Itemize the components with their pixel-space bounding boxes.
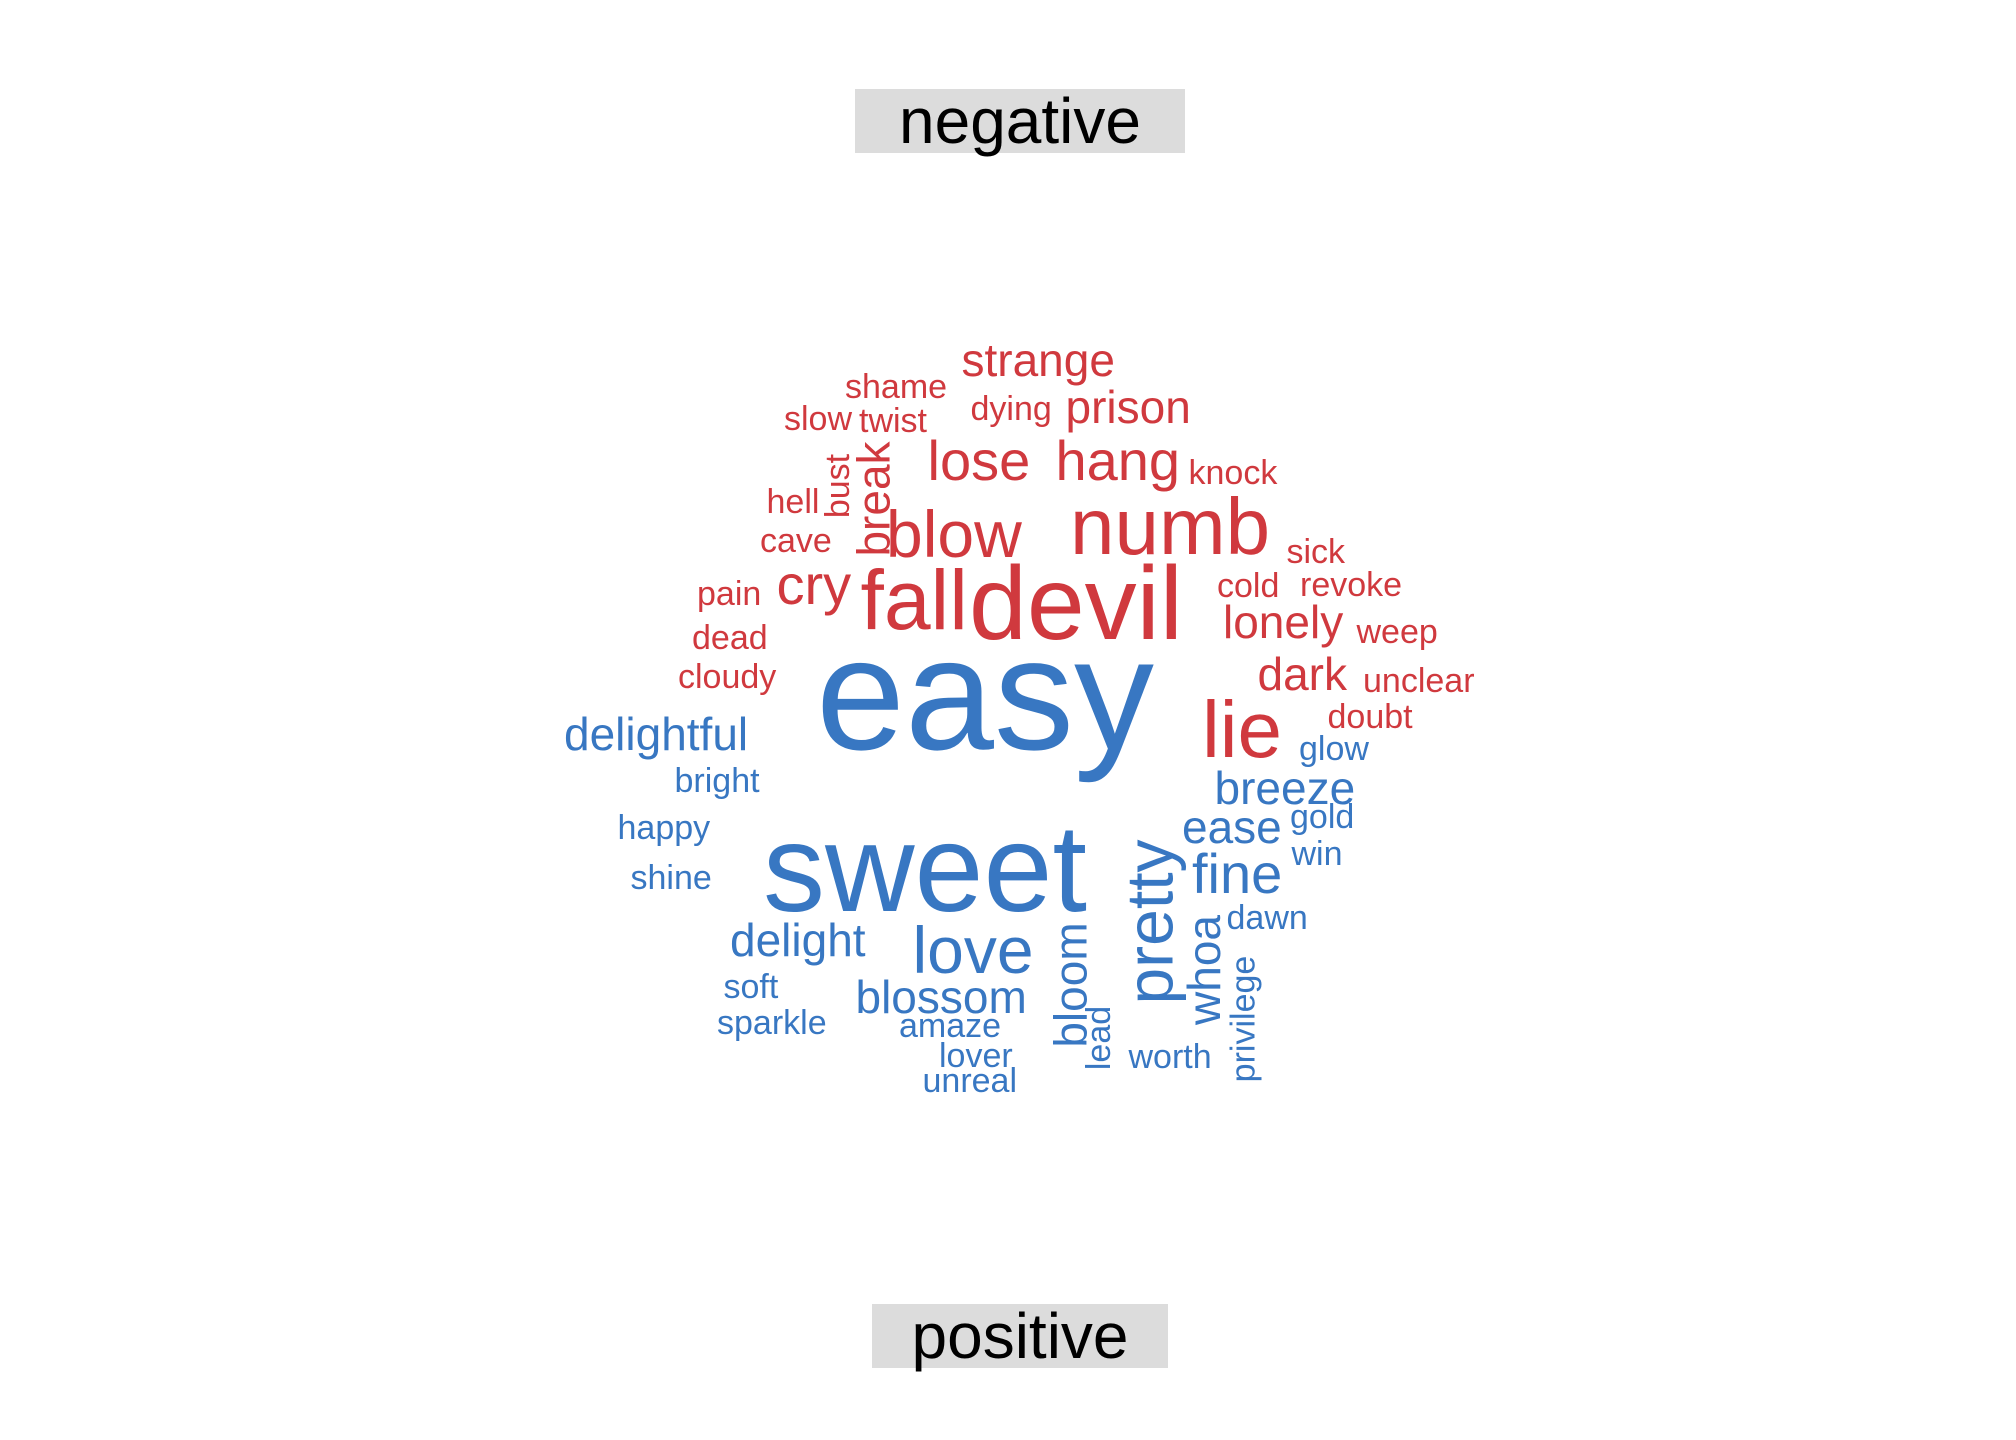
word-sparkle: sparkle [717,1004,827,1042]
word-pain: pain [697,575,762,613]
word-delight: delight [730,914,866,966]
word-lose: lose [927,429,1031,492]
word-whoa: whoa [1177,915,1230,1025]
word-sweet: sweet [763,800,1087,938]
word-sick: sick [1286,533,1346,571]
word-privilege: privilege [1223,955,1262,1083]
positive-group-label: positive [872,1304,1168,1368]
word-blossom: blossom [855,971,1027,1023]
word-devil: devil [969,546,1183,662]
word-lonely: lonely [1223,596,1344,648]
word-love: love [912,913,1034,987]
word-lover: lover [939,1037,1013,1075]
word-dying: dying [970,390,1052,428]
word-dawn: dawn [1226,899,1308,937]
word-hell: hell [766,483,820,521]
word-easy: easy [816,604,1154,783]
word-pretty: pretty [1112,839,1187,1005]
word-cold: cold [1217,567,1280,605]
word-blow: blow [886,497,1022,571]
word-lead: lead [1080,1005,1119,1071]
word-dark: dark [1257,648,1347,700]
word-fall: fall [860,553,968,647]
word-cave: cave [760,522,832,560]
word-hang: hang [1055,429,1181,492]
word-strange: strange [961,334,1115,386]
word-weep: weep [1356,613,1438,651]
word-soft: soft [723,968,779,1006]
word-slow: slow [784,400,853,438]
word-shine: shine [630,859,712,897]
word-bright: bright [674,762,760,800]
word-numb: numb [1070,482,1271,571]
word-doubt: doubt [1327,698,1413,736]
word-shame: shame [845,368,948,406]
word-ease: ease [1182,801,1282,853]
word-cloudy: cloudy [678,658,777,696]
word-knock: knock [1188,454,1278,492]
word-amaze: amaze [899,1007,1002,1045]
word-gold: gold [1290,798,1355,836]
word-fine: fine [1192,842,1283,905]
word-dead: dead [692,619,768,657]
word-happy: happy [617,809,711,847]
word-revoke: revoke [1300,566,1403,604]
word-lie: lie [1202,685,1283,774]
word-win: win [1291,835,1343,873]
negative-group-label: negative [855,89,1185,153]
word-breeze: breeze [1214,762,1356,814]
word-worth: worth [1128,1038,1212,1076]
word-twist: twist [859,402,927,440]
word-unreal: unreal [922,1062,1018,1100]
word-cry: cry [776,553,852,616]
word-delightful: delightful [564,708,749,760]
word-unclear: unclear [1363,662,1475,700]
word-prison: prison [1065,381,1191,433]
word-glow: glow [1299,730,1369,768]
